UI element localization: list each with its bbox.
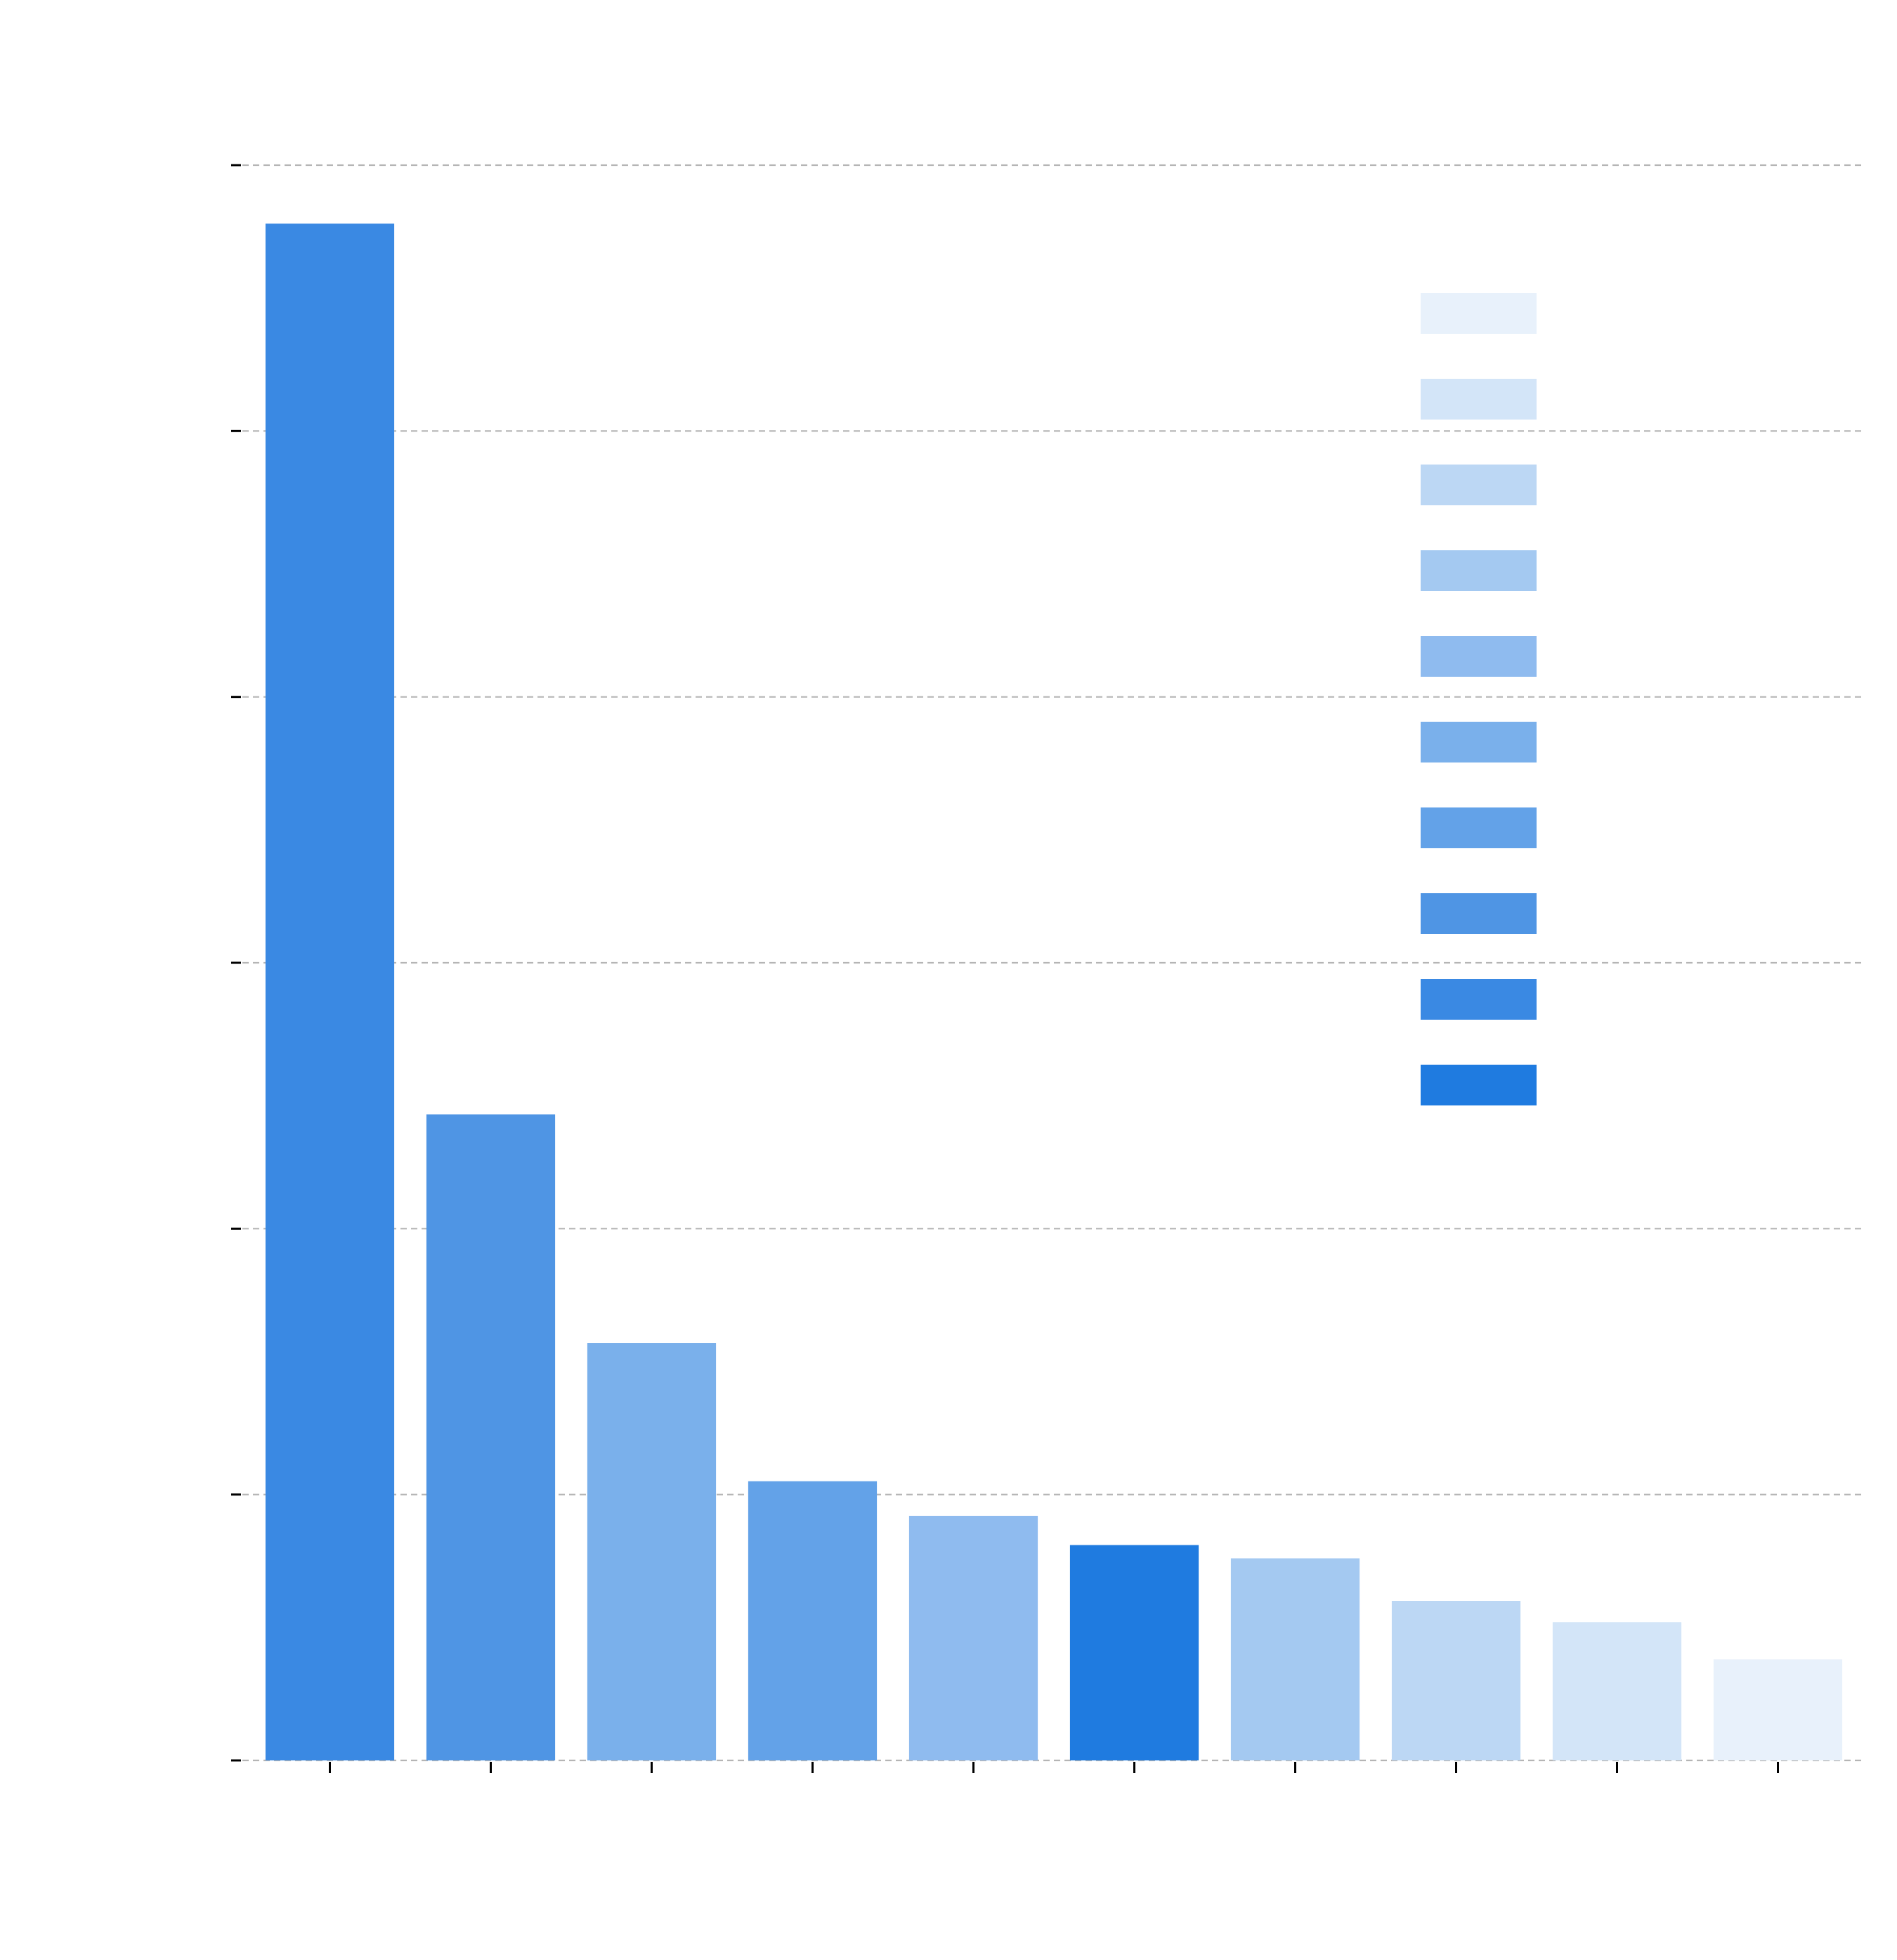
bar-9 — [1713, 1659, 1843, 1760]
legend-swatch-7 — [1421, 893, 1537, 934]
legend-swatch-9 — [1421, 1065, 1537, 1105]
legend-swatch-0 — [1421, 293, 1537, 334]
legend-swatch-1 — [1421, 379, 1537, 420]
bar-2 — [587, 1343, 717, 1760]
bar-4 — [908, 1515, 1038, 1760]
legend-swatch-4 — [1421, 636, 1537, 677]
axes — [231, 164, 1779, 1773]
legend-swatch-2 — [1421, 465, 1537, 505]
bars — [265, 223, 1843, 1760]
grid-lines — [242, 164, 1865, 1762]
legend-swatch-6 — [1421, 807, 1537, 848]
bar-0 — [265, 223, 395, 1760]
legend-swatch-5 — [1421, 722, 1537, 762]
bar-5 — [1069, 1545, 1199, 1760]
bar-7 — [1391, 1601, 1521, 1760]
bar-6 — [1230, 1558, 1360, 1760]
legend — [1421, 293, 1537, 1105]
bar-3 — [748, 1481, 878, 1760]
legend-swatch-3 — [1421, 550, 1537, 591]
bar-8 — [1552, 1622, 1682, 1760]
bar-1 — [426, 1114, 556, 1760]
legend-swatch-8 — [1421, 979, 1537, 1020]
